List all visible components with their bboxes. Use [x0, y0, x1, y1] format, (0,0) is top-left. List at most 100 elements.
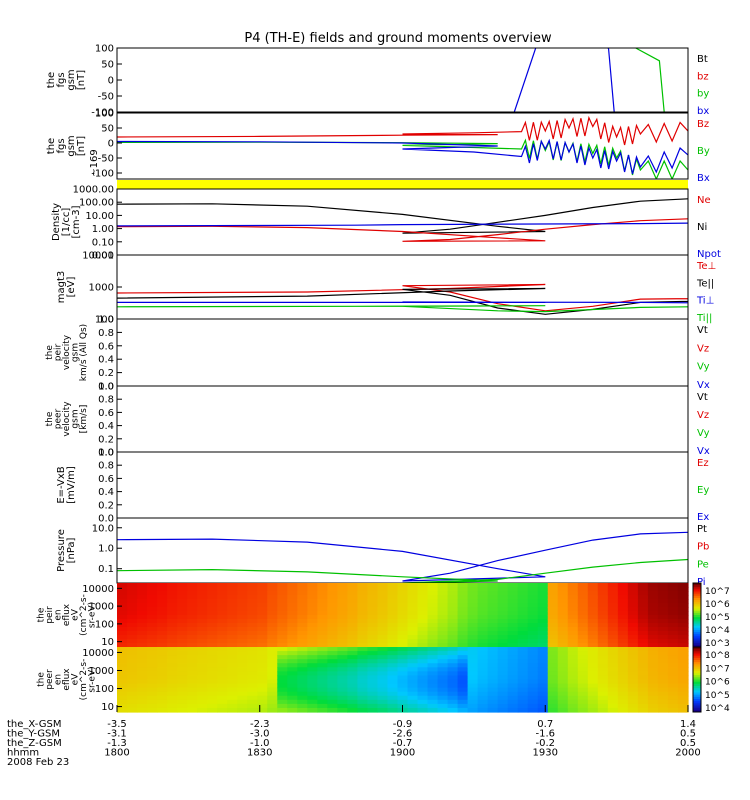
heatmap-cell: [557, 635, 569, 640]
heatmap-cell: [557, 667, 569, 672]
heatmap-cell: [357, 631, 369, 636]
heatmap-cell: [247, 691, 258, 697]
heatmap-cell: [517, 691, 529, 697]
heatmap-cell: [587, 695, 599, 701]
heatmap-cell: [207, 615, 218, 620]
heatmap-cell: [177, 647, 188, 652]
heatmap-cell: [417, 599, 429, 604]
heatmap-cell: [537, 691, 549, 697]
heatmap-cell: [477, 655, 489, 660]
heatmap-cell: [377, 639, 389, 644]
heatmap-cell: [547, 631, 559, 636]
heatmap-cell: [177, 607, 188, 612]
heatmap-cell: [247, 703, 258, 709]
heatmap-cell: [217, 639, 228, 644]
colorbar-frame: [692, 646, 702, 713]
heatmap-cell: [397, 615, 409, 620]
heatmap-cell: [137, 611, 148, 616]
heatmap-cell: [447, 691, 459, 697]
heatmap-cell: [527, 639, 539, 644]
heatmap-cell: [637, 675, 649, 681]
heatmap-cell: [277, 667, 288, 672]
heatmap-cell: [557, 659, 569, 664]
heatmap-cell: [337, 687, 349, 693]
heatmap-cell: [307, 707, 318, 713]
heatmap-cell: [197, 691, 208, 697]
y-axis-label-line: [eV]: [66, 277, 77, 298]
heatmap-cell: [387, 591, 399, 596]
heatmap-cell: [317, 635, 328, 640]
colorbar-cell: [693, 644, 701, 648]
heatmap-cell: [267, 675, 278, 681]
x-row-value: -1.3: [107, 738, 127, 749]
heatmap-cell: [257, 651, 268, 656]
heatmap-cell: [387, 627, 399, 632]
heatmap-cell: [327, 619, 338, 624]
heatmap-cell: [467, 703, 479, 709]
heatmap-cell: [307, 651, 318, 656]
heatmap-cell: [577, 687, 589, 693]
y-tick-label: 10.0: [92, 523, 114, 534]
heatmap-cell: [447, 639, 459, 644]
panel-density: NeNiNpot1000.00100.0010.001.000.100.01De…: [51, 185, 721, 262]
heatmap-cell: [317, 663, 328, 668]
heatmap-cell: [287, 623, 298, 628]
heatmap-cell: [567, 695, 579, 701]
heatmap-cell: [227, 695, 238, 701]
heatmap-cell: [487, 695, 499, 701]
heatmap-cell: [337, 635, 349, 640]
heatmap-cell: [517, 651, 529, 656]
heatmap-cell: [227, 655, 238, 660]
heatmap-cell: [117, 643, 128, 648]
heatmap-cell: [287, 675, 298, 681]
heatmap-cell: [667, 695, 679, 701]
heatmap-cell: [647, 631, 659, 636]
heatmap-cell: [467, 667, 479, 672]
heatmap-cell: [127, 671, 138, 677]
heatmap-cell: [237, 639, 248, 644]
heatmap-cell: [417, 651, 429, 656]
heatmap-cell: [507, 687, 519, 693]
heatmap-cell: [317, 607, 328, 612]
heatmap-cell: [527, 643, 539, 648]
heatmap-cell: [577, 675, 589, 681]
heatmap-cell: [627, 671, 639, 677]
heatmap-cell: [577, 591, 589, 596]
heatmap-cell: [117, 667, 128, 672]
heatmap-cell: [237, 659, 248, 664]
heatmap-cell: [347, 695, 359, 701]
heatmap-cell: [157, 695, 168, 701]
heatmap-cell: [427, 667, 439, 672]
heatmap-cell: [307, 691, 318, 697]
heatmap-cell: [367, 671, 379, 677]
heatmap-cell: [617, 659, 629, 664]
heatmap-cell: [617, 703, 629, 709]
heatmap-cell: [147, 651, 158, 656]
heatmap-cell: [287, 599, 298, 604]
legend-item: Vt: [697, 392, 708, 403]
heatmap-cell: [137, 683, 148, 689]
heatmap-cell: [597, 659, 609, 664]
heatmap-cell: [517, 695, 529, 701]
heatmap-cell: [377, 623, 389, 628]
heatmap-cell: [277, 619, 288, 624]
heatmap-cell: [607, 707, 619, 713]
heatmap-cell: [377, 663, 389, 668]
heatmap-cell: [247, 675, 258, 681]
heatmap-cell: [197, 699, 208, 705]
heatmap-cell: [657, 651, 669, 656]
heatmap-cell: [277, 583, 288, 588]
y-axis-label-line: (cm^2-s-: [79, 594, 89, 636]
heatmap-cell: [497, 635, 509, 640]
heatmap-cell: [127, 583, 138, 588]
heatmap-cell: [577, 639, 589, 644]
heatmap-cell: [457, 691, 469, 697]
heatmap-cell: [127, 627, 138, 632]
heatmap-cell: [507, 655, 519, 660]
heatmap-cell: [527, 703, 539, 709]
heatmap-cell: [307, 627, 318, 632]
heatmap-cell: [407, 675, 419, 681]
heatmap-cell: [447, 583, 459, 588]
heatmap-cell: [127, 647, 138, 652]
heatmap-cell: [337, 703, 349, 709]
